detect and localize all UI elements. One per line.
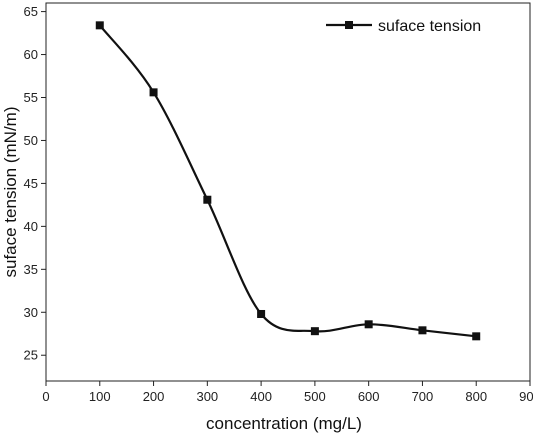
data-point — [364, 320, 373, 329]
data-point — [310, 327, 319, 336]
y-axis-ticks: 25 30 35 40 45 50 55 60 65 — [24, 4, 46, 363]
y-tick-label: 45 — [24, 176, 38, 191]
legend-marker — [345, 21, 353, 29]
x-tick-label: 100 — [89, 389, 111, 404]
y-tick-label: 60 — [24, 47, 38, 62]
x-tick-label: 0 — [42, 389, 49, 404]
legend-label: suface tension — [378, 18, 481, 35]
x-tick-label: 800 — [465, 389, 487, 404]
legend: suface tension — [326, 18, 481, 35]
y-tick-label: 35 — [24, 262, 38, 277]
plot-frame — [45, 2, 531, 382]
x-tick-label: 300 — [196, 389, 218, 404]
x-tick-label: 500 — [304, 389, 326, 404]
y-tick-label: 25 — [24, 348, 38, 363]
data-point — [472, 332, 481, 341]
series-line — [98, 24, 477, 338]
y-tick-label: 40 — [24, 219, 38, 234]
y-axis-title: suface tension (mN/m) — [1, 107, 20, 278]
data-point — [418, 326, 427, 335]
x-tick-label: 600 — [358, 389, 380, 404]
data-point — [257, 309, 266, 318]
x-axis-ticks: 0 100 200 300 400 500 600 700 800 900 — [42, 381, 533, 404]
x-tick-label: 900 — [519, 389, 533, 404]
y-tick-label: 50 — [24, 133, 38, 148]
data-point — [149, 88, 158, 97]
data-point — [95, 21, 104, 30]
y-tick-label: 55 — [24, 90, 38, 105]
x-tick-label: 700 — [412, 389, 434, 404]
x-tick-label: 200 — [143, 389, 165, 404]
y-tick-label: 65 — [24, 4, 38, 19]
x-tick-label: 400 — [250, 389, 272, 404]
series-markers — [95, 21, 481, 341]
x-axis-title: concentration (mg/L) — [206, 414, 362, 433]
data-point — [203, 195, 212, 204]
y-tick-label: 30 — [24, 305, 38, 320]
